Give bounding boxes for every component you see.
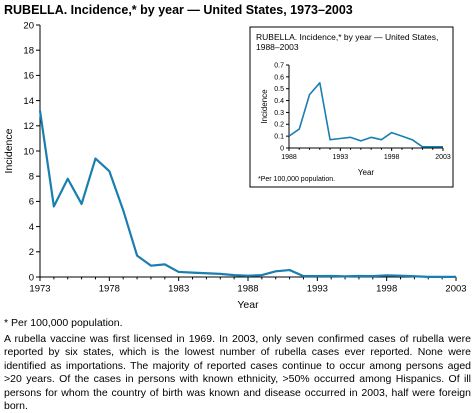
main-x-tick-label: 1998 bbox=[376, 284, 397, 295]
inset-y-tick-label: 0.7 bbox=[274, 62, 284, 69]
inset-x-tick-label: 2003 bbox=[435, 154, 451, 161]
inset-y-tick-label: 0.5 bbox=[274, 86, 284, 93]
inset-x-axis-title: Year bbox=[358, 168, 375, 177]
inset-y-tick-label: 0.3 bbox=[274, 110, 284, 117]
main-y-tick-label: 14 bbox=[23, 96, 34, 107]
main-x-tick-label: 1988 bbox=[237, 284, 258, 295]
main-y-tick-label: 6 bbox=[29, 197, 34, 208]
inset-y-tick-label: 0.2 bbox=[274, 122, 284, 129]
inset-chart-title-line1: RUBELLA. Incidence,* by year — United St… bbox=[256, 32, 438, 42]
main-y-tick-label: 16 bbox=[23, 71, 34, 82]
inset-y-tick-label: 0 bbox=[280, 145, 284, 152]
inset-y-tick-label: 0.6 bbox=[274, 74, 284, 81]
inset-y-tick-label: 0.1 bbox=[274, 134, 284, 141]
footnote: * Per 100,000 population. bbox=[4, 317, 123, 329]
inset-chart-frame bbox=[249, 26, 454, 188]
main-y-tick-label: 18 bbox=[23, 46, 34, 57]
main-y-tick-label: 12 bbox=[23, 121, 34, 132]
main-x-tick-label: 1973 bbox=[29, 284, 50, 295]
main-y-tick-label: 0 bbox=[29, 272, 34, 283]
inset-y-axis-title: Incidence bbox=[260, 89, 269, 124]
main-series-line bbox=[38, 110, 456, 278]
main-x-tick-label: 1983 bbox=[168, 284, 189, 295]
main-y-axis-title: Incidence bbox=[3, 128, 15, 173]
main-x-tick-label: 2003 bbox=[445, 284, 466, 295]
inset-series-line bbox=[288, 81, 443, 148]
inset-footnote: *Per 100,000 population. bbox=[258, 176, 335, 183]
main-x-tick-label: 1993 bbox=[307, 284, 328, 295]
inset-x-tick-label: 1998 bbox=[384, 154, 400, 161]
main-y-tick-label: 10 bbox=[23, 146, 34, 157]
chart-title: RUBELLA. Incidence,* by year — United St… bbox=[4, 3, 353, 17]
main-y-tick-label: 4 bbox=[29, 222, 34, 233]
main-y-tick-label: 8 bbox=[29, 172, 34, 183]
inset-x-tick-label: 1993 bbox=[333, 154, 349, 161]
description-paragraph: A rubella vaccine was first licensed in … bbox=[4, 333, 471, 413]
main-y-tick-label: 20 bbox=[23, 20, 34, 31]
inset-chart-title-line2: 1988–2003 bbox=[256, 42, 299, 52]
inset-x-tick-label: 1988 bbox=[281, 154, 297, 161]
main-x-axis-title: Year bbox=[237, 299, 259, 311]
rubella-incidence-chart: 0 2 4 6 8 10 12 14 16 18 20 1973 1978 1983 1988 1993 199… bbox=[3, 20, 467, 311]
main-y-tick-label: 2 bbox=[29, 247, 34, 258]
inset-y-tick-label: 0.4 bbox=[274, 98, 284, 105]
main-x-tick-label: 1978 bbox=[99, 284, 120, 295]
